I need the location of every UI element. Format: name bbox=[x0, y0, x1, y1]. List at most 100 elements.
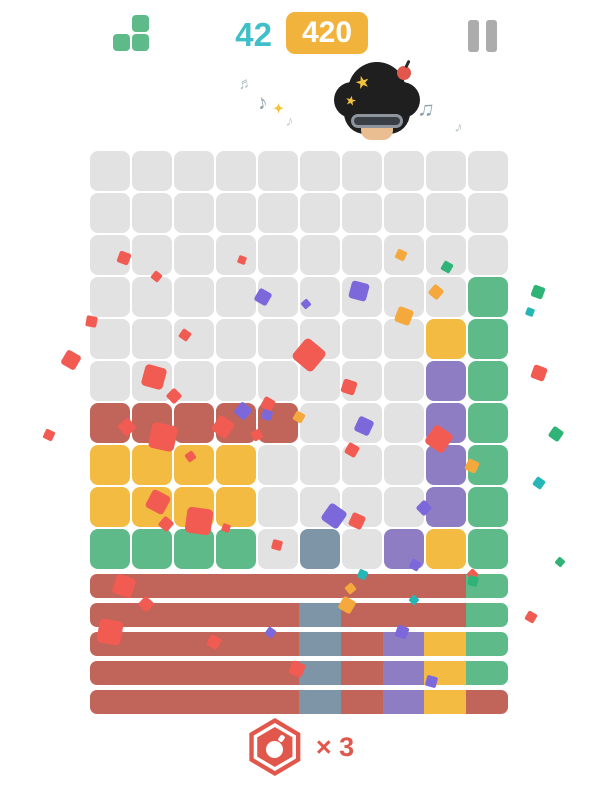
grid-cell bbox=[384, 235, 424, 275]
grid-cell bbox=[468, 361, 508, 401]
grid-cell bbox=[132, 487, 172, 527]
grid-cell bbox=[342, 319, 382, 359]
grid-cell bbox=[300, 445, 340, 485]
grid-cell bbox=[90, 361, 130, 401]
bomb-cherry-icon bbox=[397, 66, 411, 80]
grid-cell bbox=[216, 277, 256, 317]
grid-cell bbox=[300, 277, 340, 317]
confetti-particle bbox=[524, 306, 536, 318]
grid-cell bbox=[384, 487, 424, 527]
grid-cell bbox=[342, 235, 382, 275]
grid-cell bbox=[384, 277, 424, 317]
grid-cell bbox=[258, 277, 298, 317]
grid-cell bbox=[90, 319, 130, 359]
grid-cell bbox=[258, 403, 298, 443]
confetti-particle bbox=[547, 425, 565, 443]
grid-cell bbox=[90, 235, 130, 275]
confetti-particle bbox=[530, 284, 546, 300]
grid-cell bbox=[342, 445, 382, 485]
grid-cell bbox=[468, 487, 508, 527]
grid-cell bbox=[426, 403, 466, 443]
grid-cell bbox=[174, 403, 214, 443]
pause-button[interactable] bbox=[468, 20, 498, 52]
score-value: 42 bbox=[235, 16, 272, 53]
grid-cell bbox=[132, 445, 172, 485]
bomb-hexagon bbox=[249, 718, 301, 776]
grid-cell bbox=[90, 445, 130, 485]
grid-cell bbox=[90, 193, 130, 233]
grid-cell bbox=[468, 529, 508, 569]
grid-cell bbox=[174, 235, 214, 275]
grid-cell bbox=[174, 445, 214, 485]
confetti-particle bbox=[554, 556, 566, 568]
sunglasses-icon bbox=[351, 114, 403, 128]
grid-cell bbox=[384, 193, 424, 233]
grid-cell bbox=[174, 319, 214, 359]
grid-cell bbox=[258, 445, 298, 485]
music-note-icon: ♪ bbox=[284, 112, 295, 131]
grid-cell bbox=[132, 361, 172, 401]
multiplier-label: × 3 bbox=[315, 731, 355, 762]
grid-cell bbox=[384, 403, 424, 443]
next-piece-preview[interactable] bbox=[113, 15, 151, 53]
grid-cell bbox=[132, 193, 172, 233]
grid-cell bbox=[342, 403, 382, 443]
grid-cell bbox=[426, 319, 466, 359]
piece-cell bbox=[132, 34, 149, 51]
grid-cell bbox=[216, 403, 256, 443]
grid-cell bbox=[426, 235, 466, 275]
grid-cell bbox=[216, 529, 256, 569]
grid-cell bbox=[468, 235, 508, 275]
music-note-icon: ♪ bbox=[452, 118, 465, 137]
grid-cell bbox=[300, 361, 340, 401]
character-dj-bomb: ★ ★ bbox=[334, 59, 420, 146]
grid-cell bbox=[342, 529, 382, 569]
grid-cell bbox=[342, 487, 382, 527]
confetti-particle bbox=[530, 364, 548, 382]
music-note-icon: ✦ bbox=[273, 101, 284, 116]
confetti-particle bbox=[60, 349, 82, 371]
full-row-bar bbox=[90, 690, 508, 714]
grid-cell bbox=[258, 529, 298, 569]
grid-cell bbox=[342, 193, 382, 233]
grid-cell bbox=[468, 319, 508, 359]
grid-cell bbox=[216, 361, 256, 401]
grid-cell bbox=[300, 529, 340, 569]
grid-cell bbox=[216, 151, 256, 191]
grid-cell bbox=[90, 487, 130, 527]
music-note-icon: ♬ bbox=[236, 73, 255, 94]
grid-cell bbox=[216, 487, 256, 527]
grid-cell bbox=[216, 235, 256, 275]
confetti-particle bbox=[524, 610, 538, 624]
bomb-count-badge[interactable]: × 3 bbox=[0, 718, 600, 776]
grid-cell bbox=[132, 319, 172, 359]
bomb-icon bbox=[265, 741, 283, 758]
grid-cell bbox=[468, 277, 508, 317]
pause-bar-icon bbox=[468, 20, 479, 52]
pause-bar-icon bbox=[486, 20, 497, 52]
grid-cell bbox=[468, 151, 508, 191]
cleared-row-bars bbox=[90, 574, 508, 719]
grid-cell bbox=[174, 487, 214, 527]
grid-cell bbox=[342, 361, 382, 401]
grid-cell bbox=[300, 193, 340, 233]
piece-cell bbox=[113, 34, 130, 51]
grid-cell bbox=[90, 277, 130, 317]
playfield-grid[interactable] bbox=[90, 151, 508, 569]
grid-cell bbox=[258, 319, 298, 359]
grid-cell bbox=[426, 151, 466, 191]
grid-cell bbox=[132, 235, 172, 275]
music-note-icon: ♪ bbox=[254, 90, 270, 115]
grid-cell bbox=[342, 151, 382, 191]
confetti-particle bbox=[532, 476, 546, 490]
grid-cell bbox=[132, 529, 172, 569]
grid-cell bbox=[132, 277, 172, 317]
grid-cell bbox=[216, 193, 256, 233]
score-best-badge: 420 bbox=[286, 12, 368, 54]
grid-cell bbox=[258, 193, 298, 233]
grid-cell bbox=[216, 445, 256, 485]
grid-cell bbox=[384, 445, 424, 485]
grid-cell bbox=[300, 151, 340, 191]
grid-cell bbox=[174, 277, 214, 317]
full-row-bar bbox=[90, 574, 508, 598]
